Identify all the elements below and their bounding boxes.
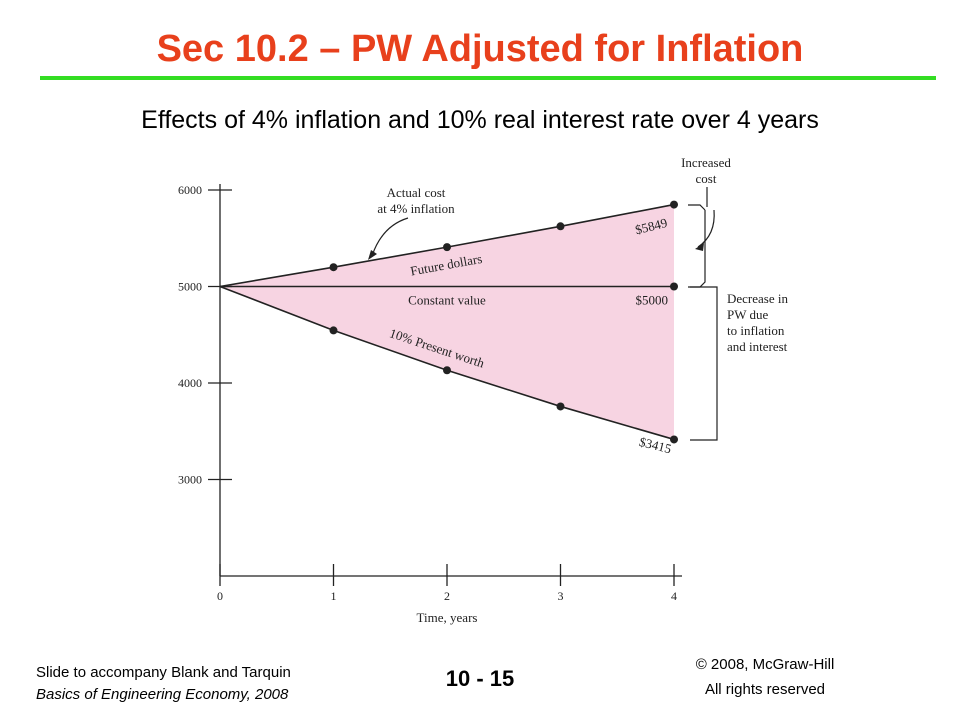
data-points (329, 200, 678, 444)
increased-cost-arrowhead (695, 243, 704, 251)
y-tick-group: 3000 4000 5000 6000 (178, 183, 232, 487)
decrease-brace (690, 286, 718, 441)
increased-cost-label-2: cost (696, 171, 717, 186)
point-10-present-worth-4 (670, 435, 678, 444)
y-tick-label-4000: 4000 (178, 376, 202, 390)
point-future-dollars-3 (556, 222, 565, 231)
x-tick-label-2: 2 (444, 589, 450, 603)
x-tick-group: 0 1 2 3 4 (217, 564, 677, 603)
x-tick-label-4: 4 (671, 589, 677, 603)
actual-cost-arrowhead (368, 250, 377, 260)
decrease-label-1: Decrease in (727, 291, 788, 306)
point-10-present-worth-2 (443, 366, 451, 375)
point-10-present-worth-1 (329, 326, 338, 335)
point-10-present-worth-3 (556, 402, 565, 411)
copyright-line2: All rights reserved (704, 681, 826, 698)
slide-title: Sec 10.2 – PW Adjusted for Inflation (156, 28, 804, 70)
y-tick-label-6000: 6000 (178, 183, 202, 197)
point-future-dollars-4 (670, 200, 678, 209)
point-future-dollars-1 (329, 263, 338, 272)
decrease-label-4: and interest (727, 339, 788, 354)
slide-subtitle: Effects of 4% inflation and 10% real int… (141, 106, 819, 134)
actual-cost-arrow (371, 217, 409, 257)
actual-cost-label-1: Actual cost (387, 185, 446, 200)
x-tick-label-0: 0 (217, 589, 223, 603)
copyright-line1: © 2008, McGraw-Hill (695, 656, 835, 673)
decrease-label-3: to inflation (727, 323, 785, 338)
slide-number: 10 - 15 (445, 666, 515, 691)
title-underline (40, 76, 936, 80)
point-constant-value-4 (670, 282, 678, 291)
chart-axes (219, 184, 682, 577)
x-tick-label-3: 3 (558, 589, 564, 603)
increased-cost-arrow (697, 209, 715, 248)
y-tick-label-3000: 3000 (178, 473, 202, 487)
increased-cost-brace-top (688, 204, 706, 211)
footer-credit-line2: Basics of Engineering Economy, 2008 (36, 686, 289, 703)
decrease-label-2: PW due (727, 307, 769, 322)
x-axis-title: Time, years (417, 610, 478, 625)
actual-cost-label-2: at 4% inflation (377, 201, 455, 216)
end-value-constant: $5000 (636, 293, 669, 308)
footer-credit: Slide to accompany Blank and Tarquin Bas… (36, 662, 291, 706)
y-tick-label-5000: 5000 (178, 280, 202, 294)
increased-cost-label-1: Increased (681, 155, 731, 170)
footer-credit-line1: Slide to accompany Blank and Tarquin (36, 664, 291, 681)
x-tick-label-1: 1 (331, 589, 337, 603)
copyright: © 2008, McGraw-Hill All rights reserved (660, 652, 870, 702)
point-future-dollars-2 (443, 243, 451, 252)
shaded-region (220, 204, 674, 440)
constant-value-label: Constant value (408, 293, 486, 308)
